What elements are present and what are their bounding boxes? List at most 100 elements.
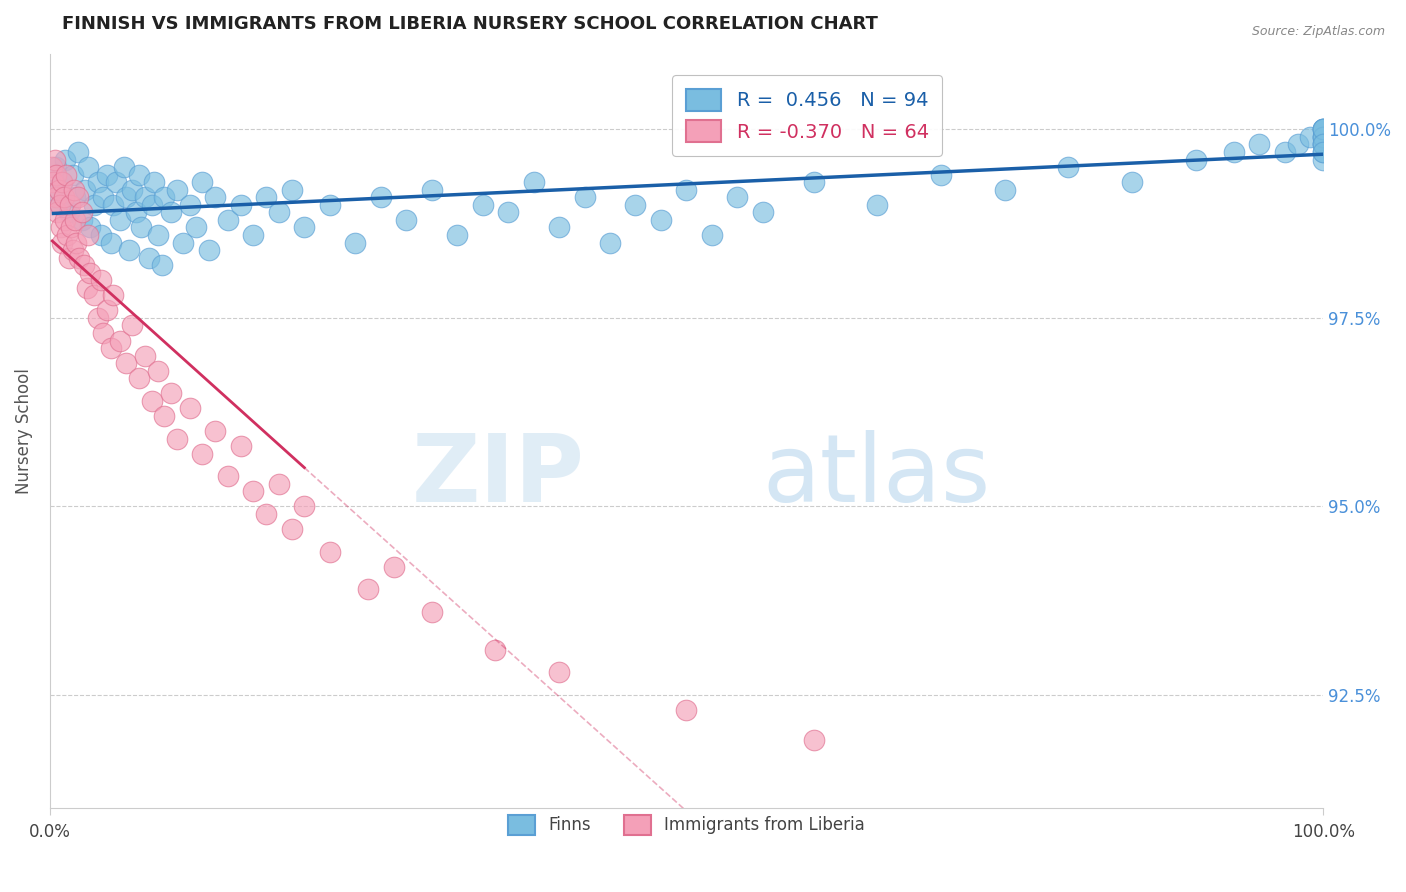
Point bbox=[128, 371, 150, 385]
Point bbox=[76, 160, 98, 174]
Point bbox=[115, 356, 138, 370]
Y-axis label: Nursery School: Nursery School bbox=[15, 368, 32, 494]
Point bbox=[121, 183, 143, 197]
Point bbox=[1312, 130, 1334, 145]
Point bbox=[217, 213, 239, 227]
Point bbox=[166, 183, 188, 197]
Point bbox=[70, 205, 93, 219]
Point bbox=[1312, 122, 1334, 136]
Point bbox=[62, 168, 84, 182]
Point bbox=[1184, 153, 1206, 167]
Point bbox=[159, 386, 181, 401]
Point bbox=[292, 220, 315, 235]
Point bbox=[752, 205, 775, 219]
Point bbox=[42, 183, 65, 197]
Point bbox=[79, 266, 101, 280]
Point bbox=[51, 175, 73, 189]
Point bbox=[446, 227, 468, 242]
Point bbox=[76, 281, 98, 295]
Point bbox=[548, 665, 571, 680]
Point bbox=[191, 447, 214, 461]
Point bbox=[150, 258, 173, 272]
Point bbox=[115, 190, 138, 204]
Text: FINNISH VS IMMIGRANTS FROM LIBERIA NURSERY SCHOOL CORRELATION CHART: FINNISH VS IMMIGRANTS FROM LIBERIA NURSE… bbox=[62, 15, 879, 33]
Point bbox=[217, 469, 239, 483]
Point bbox=[49, 220, 72, 235]
Point bbox=[83, 198, 105, 212]
Point bbox=[172, 235, 194, 250]
Point bbox=[1312, 153, 1334, 167]
Point bbox=[73, 258, 96, 272]
Point bbox=[45, 190, 67, 204]
Point bbox=[292, 500, 315, 514]
Point bbox=[204, 424, 226, 438]
Point bbox=[496, 205, 519, 219]
Point bbox=[141, 198, 163, 212]
Point bbox=[471, 198, 494, 212]
Point bbox=[75, 183, 97, 197]
Point bbox=[184, 220, 207, 235]
Point bbox=[53, 213, 76, 227]
Point bbox=[108, 213, 131, 227]
Point bbox=[44, 153, 66, 167]
Point bbox=[803, 175, 825, 189]
Point bbox=[370, 190, 392, 204]
Point bbox=[420, 605, 443, 619]
Point bbox=[1121, 175, 1143, 189]
Point bbox=[344, 235, 367, 250]
Point bbox=[41, 160, 63, 174]
Point bbox=[229, 198, 252, 212]
Point bbox=[700, 227, 723, 242]
Point bbox=[382, 559, 405, 574]
Point bbox=[55, 168, 77, 182]
Point bbox=[198, 243, 221, 257]
Point bbox=[103, 198, 125, 212]
Legend: Finns, Immigrants from Liberia: Finns, Immigrants from Liberia bbox=[502, 808, 872, 841]
Point bbox=[134, 349, 156, 363]
Point bbox=[929, 168, 952, 182]
Point bbox=[675, 183, 697, 197]
Point bbox=[51, 175, 73, 189]
Point bbox=[204, 190, 226, 204]
Point bbox=[121, 318, 143, 333]
Point bbox=[45, 160, 67, 174]
Point bbox=[1057, 160, 1080, 174]
Point bbox=[48, 183, 70, 197]
Point bbox=[191, 175, 214, 189]
Point bbox=[254, 507, 277, 521]
Point bbox=[51, 235, 73, 250]
Point bbox=[1312, 137, 1334, 152]
Point bbox=[1312, 130, 1334, 145]
Point bbox=[87, 175, 110, 189]
Point bbox=[420, 183, 443, 197]
Point bbox=[229, 439, 252, 453]
Point bbox=[1312, 122, 1334, 136]
Point bbox=[117, 243, 139, 257]
Point bbox=[1223, 145, 1246, 159]
Point bbox=[59, 198, 82, 212]
Point bbox=[650, 213, 672, 227]
Point bbox=[104, 175, 127, 189]
Text: Source: ZipAtlas.com: Source: ZipAtlas.com bbox=[1251, 25, 1385, 38]
Point bbox=[70, 213, 93, 227]
Point bbox=[83, 288, 105, 302]
Point bbox=[60, 220, 83, 235]
Point bbox=[67, 251, 90, 265]
Point bbox=[42, 175, 65, 189]
Point bbox=[866, 198, 889, 212]
Point bbox=[87, 310, 110, 325]
Point bbox=[254, 190, 277, 204]
Point bbox=[166, 432, 188, 446]
Point bbox=[319, 198, 342, 212]
Point bbox=[484, 642, 506, 657]
Point bbox=[90, 227, 112, 242]
Point bbox=[153, 190, 176, 204]
Point bbox=[52, 190, 75, 204]
Point bbox=[599, 235, 621, 250]
Point bbox=[63, 183, 86, 197]
Point bbox=[357, 582, 380, 597]
Point bbox=[146, 364, 169, 378]
Point bbox=[79, 220, 101, 235]
Point bbox=[103, 288, 125, 302]
Point bbox=[179, 198, 201, 212]
